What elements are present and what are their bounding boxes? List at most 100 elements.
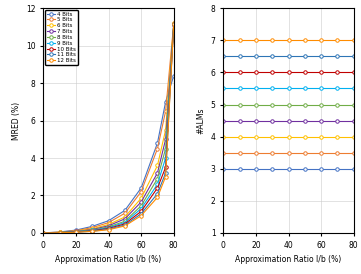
12 Bits (57, 231, 62, 234)
11 Bits (74, 230, 78, 234)
11 Bits (155, 192, 160, 195)
6 Bits (106, 223, 111, 226)
11 Bits (171, 22, 176, 26)
7 Bits (57, 231, 62, 234)
4 Bits (74, 229, 78, 232)
12 Bits (164, 175, 168, 178)
5 Bits (41, 231, 45, 235)
9 Bits (41, 231, 45, 235)
5 Bits (164, 110, 168, 113)
9 Bits (57, 231, 62, 234)
8 Bits (171, 22, 176, 26)
6 Bits (155, 164, 160, 167)
10 Bits (123, 222, 127, 226)
4 Bits (106, 219, 111, 222)
Line: 5 Bits: 5 Bits (42, 21, 175, 235)
11 Bits (57, 231, 62, 234)
5 Bits (123, 212, 127, 215)
4 Bits (90, 225, 95, 228)
12 Bits (74, 231, 78, 234)
4 Bits (155, 141, 160, 145)
9 Bits (74, 230, 78, 233)
4 Bits (41, 231, 45, 235)
12 Bits (90, 230, 95, 233)
5 Bits (155, 147, 160, 150)
8 Bits (41, 231, 45, 235)
7 Bits (74, 230, 78, 233)
7 Bits (164, 138, 168, 141)
9 Bits (106, 226, 111, 229)
10 Bits (171, 22, 176, 26)
9 Bits (155, 182, 160, 186)
Line: 4 Bits: 4 Bits (42, 74, 175, 235)
9 Bits (90, 229, 95, 232)
6 Bits (139, 197, 143, 200)
5 Bits (139, 190, 143, 193)
10 Bits (139, 210, 143, 213)
12 Bits (106, 228, 111, 231)
Y-axis label: MRED (%): MRED (%) (12, 101, 21, 140)
4 Bits (164, 100, 168, 104)
12 Bits (139, 214, 143, 217)
6 Bits (171, 22, 176, 25)
Line: 12 Bits: 12 Bits (42, 22, 175, 235)
Line: 7 Bits: 7 Bits (42, 23, 175, 235)
11 Bits (164, 171, 168, 175)
11 Bits (139, 212, 143, 215)
9 Bits (171, 22, 176, 26)
12 Bits (41, 231, 45, 235)
12 Bits (155, 196, 160, 199)
X-axis label: Approximation Ratio I/b (%): Approximation Ratio I/b (%) (56, 255, 162, 264)
7 Bits (123, 217, 127, 221)
5 Bits (106, 221, 111, 224)
Line: 9 Bits: 9 Bits (42, 22, 175, 235)
6 Bits (90, 227, 95, 230)
10 Bits (155, 186, 160, 190)
6 Bits (123, 215, 127, 219)
4 Bits (123, 209, 127, 212)
10 Bits (106, 227, 111, 230)
4 Bits (57, 230, 62, 234)
Legend: 4 Bits, 5 Bits, 6 Bits, 7 Bits, 8 Bits, 9 Bits, 10 Bits, 11 Bits, 12 Bits: 4 Bits, 5 Bits, 6 Bits, 7 Bits, 8 Bits, … (45, 10, 78, 65)
4 Bits (139, 186, 143, 190)
Line: 10 Bits: 10 Bits (42, 22, 175, 235)
11 Bits (90, 230, 95, 233)
9 Bits (139, 207, 143, 210)
10 Bits (74, 230, 78, 234)
4 Bits (171, 74, 176, 77)
6 Bits (164, 128, 168, 132)
6 Bits (74, 229, 78, 233)
9 Bits (164, 156, 168, 160)
Line: 8 Bits: 8 Bits (42, 22, 175, 235)
8 Bits (90, 229, 95, 232)
8 Bits (57, 231, 62, 234)
6 Bits (41, 231, 45, 235)
8 Bits (123, 220, 127, 223)
12 Bits (171, 22, 176, 26)
9 Bits (123, 221, 127, 224)
11 Bits (41, 231, 45, 235)
12 Bits (123, 224, 127, 228)
X-axis label: Approximation Ratio I/b (%): Approximation Ratio I/b (%) (235, 255, 342, 264)
10 Bits (57, 231, 62, 234)
8 Bits (155, 177, 160, 180)
8 Bits (74, 230, 78, 233)
7 Bits (139, 200, 143, 204)
7 Bits (171, 24, 176, 27)
8 Bits (164, 147, 168, 150)
Line: 11 Bits: 11 Bits (42, 22, 175, 235)
5 Bits (90, 226, 95, 229)
Line: 6 Bits: 6 Bits (42, 21, 175, 235)
7 Bits (155, 171, 160, 175)
7 Bits (90, 228, 95, 231)
6 Bits (57, 231, 62, 234)
11 Bits (123, 223, 127, 227)
5 Bits (74, 229, 78, 232)
7 Bits (41, 231, 45, 235)
Y-axis label: #ALMs: #ALMs (196, 107, 205, 134)
11 Bits (106, 227, 111, 231)
10 Bits (41, 231, 45, 235)
5 Bits (171, 22, 176, 25)
8 Bits (106, 225, 111, 229)
5 Bits (57, 230, 62, 234)
